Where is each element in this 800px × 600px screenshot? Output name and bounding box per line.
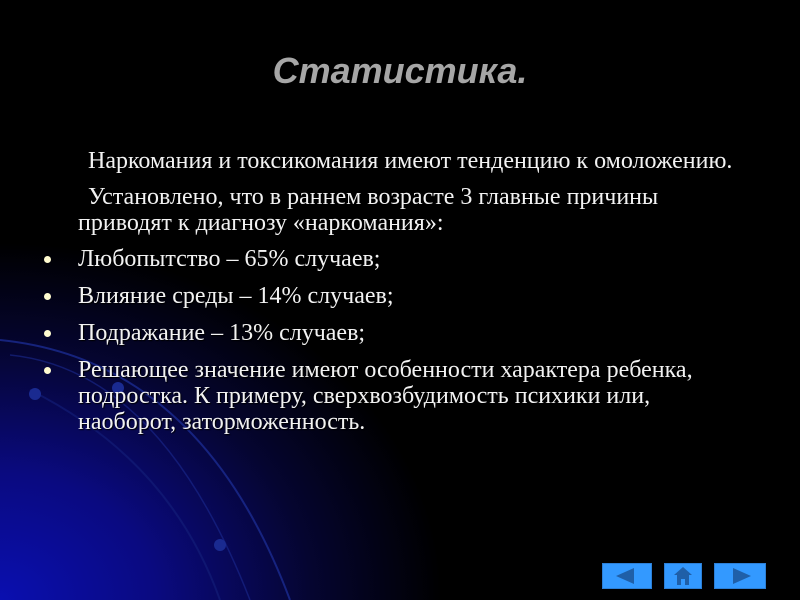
slide-body: Наркомания и токсикомания имеют тенденци… (40, 148, 740, 446)
previous-slide-button[interactable] (602, 563, 652, 589)
bullet-item: Любопытство – 65% случаев; (40, 246, 740, 272)
bullet-icon (44, 256, 51, 263)
bullet-item: Влияние среды – 14% случаев; (40, 283, 740, 309)
next-slide-button[interactable] (714, 563, 766, 589)
bullet-text: Решающее значение имеют особенности хара… (78, 357, 693, 435)
bullet-text: Подражание – 13% случаев; (78, 320, 366, 346)
bullet-text: Любопытство – 65% случаев; (78, 246, 381, 272)
bullet-text: Влияние среды – 14% случаев; (78, 283, 394, 309)
triangle-right-icon (733, 568, 751, 584)
bullet-icon (44, 293, 51, 300)
paragraph: Наркомания и токсикомания имеют тенденци… (88, 148, 733, 174)
triangle-left-icon (616, 568, 634, 584)
bullet-item: Решающее значение имеют особенности хара… (40, 357, 698, 435)
home-button[interactable] (664, 563, 702, 589)
home-icon (674, 567, 692, 585)
paragraph: Установлено, что в раннем возрасте 3 гла… (78, 184, 659, 236)
slide-title: Статистика. (272, 50, 528, 91)
bullet-icon (44, 330, 51, 337)
bullet-item: Подражание – 13% случаев; (40, 320, 740, 346)
bullet-icon (44, 367, 51, 374)
